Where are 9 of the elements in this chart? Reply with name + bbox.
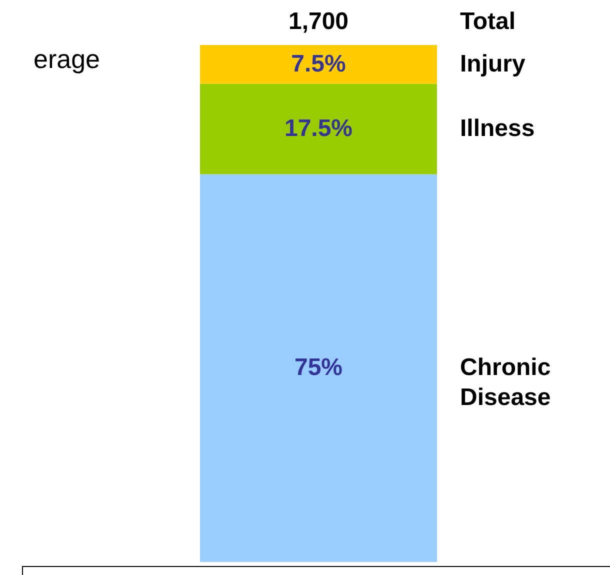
data-label: 7.5%: [291, 50, 346, 78]
text: 1,700: [288, 8, 349, 35]
text: erage: [34, 44, 100, 75]
series-label: Chronic Disease: [460, 354, 551, 412]
text: Total: [460, 8, 516, 35]
series-label: Injury: [460, 50, 526, 78]
data-label: 17.5%: [284, 115, 353, 142]
series-label: Illness: [460, 115, 535, 142]
data-label: 75%: [294, 354, 343, 382]
